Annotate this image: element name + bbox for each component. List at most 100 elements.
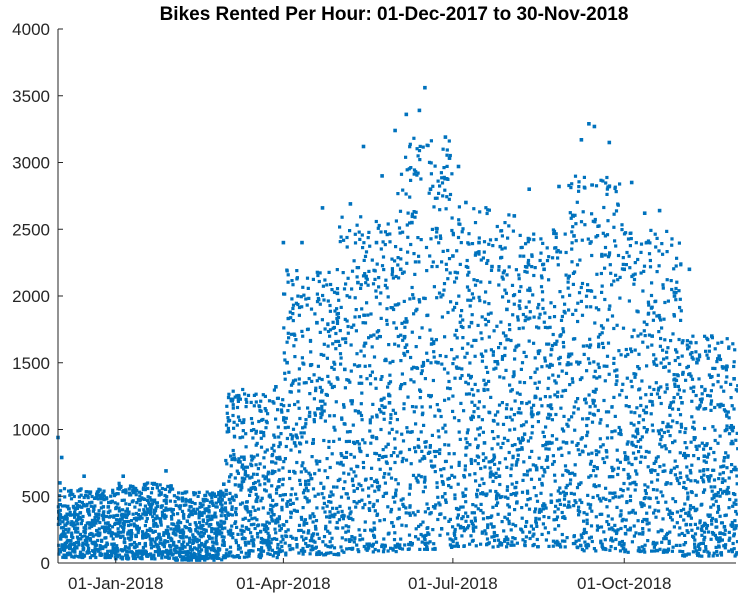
data-point <box>487 302 491 306</box>
data-point <box>330 288 334 292</box>
data-point <box>633 272 637 276</box>
data-point <box>682 480 686 485</box>
data-point <box>90 500 94 504</box>
data-point <box>171 487 175 491</box>
data-point <box>71 524 75 528</box>
data-point <box>284 551 288 555</box>
data-point <box>497 346 501 350</box>
data-point <box>690 528 694 532</box>
data-point <box>712 493 716 497</box>
data-point <box>342 487 346 491</box>
data-point <box>670 511 674 516</box>
data-point <box>394 491 398 495</box>
data-point <box>198 526 202 530</box>
data-point <box>301 491 306 495</box>
data-point <box>586 357 591 361</box>
data-point <box>673 382 677 386</box>
data-point <box>249 454 253 458</box>
data-point <box>507 265 511 269</box>
data-point <box>365 548 369 552</box>
data-point <box>282 460 286 464</box>
data-point <box>405 320 409 324</box>
data-point <box>695 507 699 511</box>
data-point <box>204 529 208 533</box>
data-point <box>422 454 426 459</box>
data-point <box>103 555 107 559</box>
data-point <box>619 513 623 517</box>
data-point <box>128 532 132 536</box>
data-point <box>550 343 555 348</box>
data-point <box>545 364 549 368</box>
data-point <box>285 436 289 441</box>
data-point <box>601 457 605 461</box>
data-point <box>252 522 256 526</box>
data-point <box>506 503 510 507</box>
data-point <box>361 460 365 465</box>
data-point <box>443 443 447 447</box>
data-point <box>697 444 701 448</box>
data-point <box>513 443 517 447</box>
data-point <box>647 311 651 315</box>
data-point <box>387 343 391 347</box>
data-point <box>88 492 92 496</box>
data-point <box>710 518 714 523</box>
data-point <box>520 245 524 249</box>
data-point <box>307 499 311 503</box>
data-point <box>362 544 366 549</box>
data-point <box>80 500 84 504</box>
data-point <box>288 498 292 502</box>
data-point <box>445 153 449 157</box>
data-point <box>605 505 609 509</box>
data-point <box>604 547 608 552</box>
data-point <box>585 423 589 428</box>
data-point <box>629 237 633 241</box>
data-point <box>130 542 134 546</box>
data-point <box>491 545 495 549</box>
data-point <box>510 482 514 486</box>
data-point <box>685 339 689 343</box>
data-point <box>590 253 594 258</box>
data-point <box>237 555 242 560</box>
data-point <box>291 547 295 551</box>
data-point <box>435 196 439 200</box>
data-point <box>359 283 363 287</box>
chart-title: Bikes Rented Per Hour: 01-Dec-2017 to 30… <box>160 4 629 25</box>
data-point <box>691 357 695 361</box>
data-point <box>335 506 339 510</box>
data-point <box>402 407 406 411</box>
data-point <box>693 479 697 483</box>
data-point <box>187 508 191 512</box>
data-point <box>402 504 406 508</box>
data-point <box>473 221 478 225</box>
data-point <box>342 238 346 242</box>
data-point <box>528 497 532 501</box>
data-point <box>329 382 333 386</box>
data-point <box>278 528 282 532</box>
data-point <box>682 389 686 393</box>
data-point <box>678 297 682 301</box>
data-point <box>674 348 678 352</box>
data-point <box>135 501 139 505</box>
data-point <box>681 339 685 343</box>
data-point <box>534 494 538 498</box>
data-point <box>496 442 500 446</box>
data-point <box>661 420 665 425</box>
data-point <box>381 240 385 244</box>
data-point <box>284 553 288 557</box>
data-point <box>466 241 470 245</box>
data-point <box>484 532 488 536</box>
data-point <box>112 548 116 552</box>
data-point <box>559 545 563 549</box>
data-point <box>167 556 171 560</box>
data-point <box>205 498 209 502</box>
data-point <box>356 266 361 270</box>
data-point <box>640 545 644 549</box>
data-point <box>507 519 511 523</box>
data-point <box>601 341 605 345</box>
data-point <box>569 478 573 482</box>
data-point <box>700 441 704 445</box>
data-point <box>593 220 597 224</box>
data-point <box>502 539 507 543</box>
data-point <box>627 475 631 479</box>
data-point <box>418 547 422 551</box>
